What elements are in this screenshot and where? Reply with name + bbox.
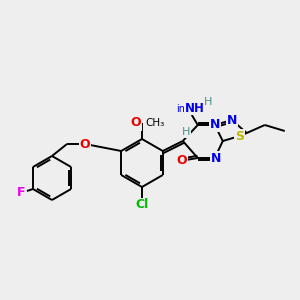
Text: H: H bbox=[182, 127, 190, 137]
Text: S: S bbox=[235, 130, 244, 142]
Text: O: O bbox=[176, 154, 187, 167]
Text: CH₃: CH₃ bbox=[145, 118, 164, 128]
Text: H: H bbox=[204, 97, 212, 107]
Text: O: O bbox=[131, 116, 141, 130]
Text: O: O bbox=[80, 137, 90, 151]
Text: N: N bbox=[211, 152, 221, 164]
Text: Cl: Cl bbox=[135, 199, 148, 212]
Text: N: N bbox=[226, 113, 237, 127]
Text: NH: NH bbox=[185, 101, 205, 115]
Text: F: F bbox=[17, 185, 25, 199]
Text: N: N bbox=[210, 118, 220, 130]
Text: imino: imino bbox=[176, 104, 203, 114]
